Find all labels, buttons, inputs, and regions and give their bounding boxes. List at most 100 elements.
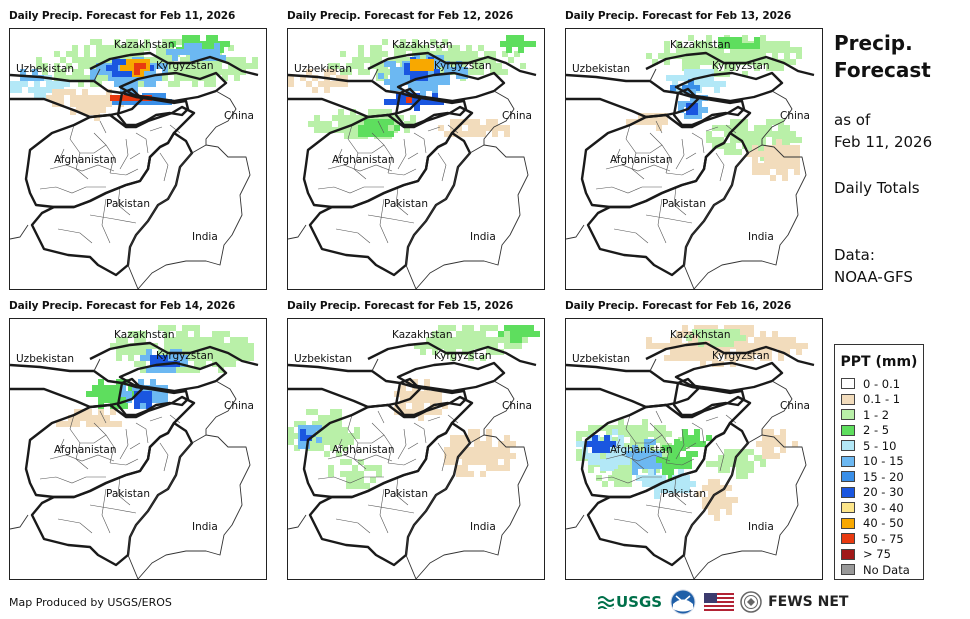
precip-cell: [344, 127, 350, 133]
precip-cell: [706, 131, 712, 137]
precip-cell: [90, 69, 96, 75]
precip-cell: [466, 69, 472, 75]
province-line: [89, 214, 137, 224]
precip-cell: [392, 115, 398, 121]
precip-cell: [782, 157, 788, 163]
precip-cell: [102, 51, 108, 57]
precip-cell: [382, 69, 388, 75]
precip-cell: [630, 425, 636, 431]
precip-cell: [504, 447, 510, 453]
precip-cell: [60, 57, 66, 63]
province-boundaries: [317, 410, 459, 534]
precip-cell: [104, 421, 110, 427]
precip-cell: [414, 105, 420, 111]
precip-cell: [664, 41, 670, 47]
precip-cell: [760, 125, 766, 131]
panel-title-6: Daily Precip. Forecast for Feb 16, 2026: [565, 300, 792, 312]
as-of-date: Feb 11, 2026: [834, 133, 933, 151]
precip-cell: [110, 95, 116, 101]
precip-cell: [236, 343, 242, 349]
precip-cell: [370, 125, 376, 131]
side-title-line2: Forecast: [834, 58, 931, 82]
precip-cell: [708, 491, 714, 497]
precip-cell: [670, 85, 676, 91]
border-uzb: [288, 363, 422, 409]
precip-cell: [300, 429, 306, 435]
precip-cell: [288, 75, 294, 81]
precip-cell: [736, 53, 742, 59]
precip-cell: [766, 41, 772, 47]
precip-cell: [140, 355, 146, 361]
precip-cell: [288, 81, 294, 87]
border-coast: [10, 224, 29, 240]
precip-cell: [176, 367, 182, 373]
precip-cell: [760, 35, 766, 41]
precip-cell: [336, 439, 342, 445]
precip-cell: [150, 397, 156, 403]
precip-cell: [122, 337, 128, 343]
precip-cell: [714, 497, 720, 503]
precip-cell: [412, 397, 418, 403]
precip-cell: [252, 63, 258, 69]
precip-cell: [644, 463, 650, 469]
precip-cell: [288, 433, 294, 439]
precip-cell: [722, 329, 728, 335]
precip-cell: [670, 349, 676, 355]
precip-cell: [486, 325, 492, 331]
precip-cell: [242, 337, 248, 343]
precip-cell: [116, 355, 122, 361]
precip-cell: [72, 51, 78, 57]
precip-cell: [632, 463, 638, 469]
precip-cell: [474, 131, 480, 137]
province-line: [57, 518, 93, 534]
province-line: [685, 442, 697, 450]
label-kazakhstan: Kazakhstan: [392, 39, 453, 51]
precip-cell: [742, 325, 748, 331]
precip-cell: [774, 453, 780, 459]
precip-cell: [456, 125, 462, 131]
precip-cell: [210, 63, 216, 69]
precip-cell: [154, 99, 160, 105]
label-pakistan: Pakistan: [662, 198, 706, 210]
border-kaz2: [649, 358, 657, 372]
precip-cell: [382, 39, 388, 45]
precip-cell: [504, 131, 510, 137]
precip-cell: [114, 39, 120, 45]
precip-cell: [606, 459, 612, 465]
precip-cell: [74, 421, 80, 427]
border-tjk: [394, 381, 468, 417]
precip-cell: [410, 69, 416, 75]
us-flag-icon: [704, 593, 735, 611]
precip-cell: [784, 59, 790, 65]
province-line: [109, 168, 139, 176]
precip-cell: [346, 63, 352, 69]
border-kaz2: [93, 68, 101, 82]
precip-cell: [626, 469, 632, 475]
precip-cell: [200, 343, 206, 349]
label-india: India: [748, 521, 774, 533]
border-uzb: [10, 363, 144, 409]
precip-cell: [72, 57, 78, 63]
precip-cell: [490, 51, 496, 57]
precip-cell: [682, 47, 688, 53]
precip-cell: [456, 465, 462, 471]
precip-cell: [724, 449, 730, 455]
precip-cell: [712, 461, 718, 467]
precip-cell: [218, 47, 224, 53]
precip-cell: [726, 497, 732, 503]
precip-cell: [754, 53, 760, 59]
precip-cell: [632, 469, 638, 475]
precip-cell: [330, 409, 336, 415]
precip-cell: [454, 45, 460, 51]
label-kazakhstan: Kazakhstan: [114, 39, 175, 51]
precip-cell: [736, 119, 742, 125]
precip-cell: [230, 355, 236, 361]
precip-cell: [708, 509, 714, 515]
precip-cell: [780, 441, 786, 447]
precip-cell: [688, 47, 694, 53]
precip-cell: [492, 465, 498, 471]
precip-cell: [100, 107, 106, 113]
legend-row: 15 - 20: [841, 469, 923, 485]
precip-cell: [140, 391, 146, 397]
precip-cell: [304, 431, 310, 437]
